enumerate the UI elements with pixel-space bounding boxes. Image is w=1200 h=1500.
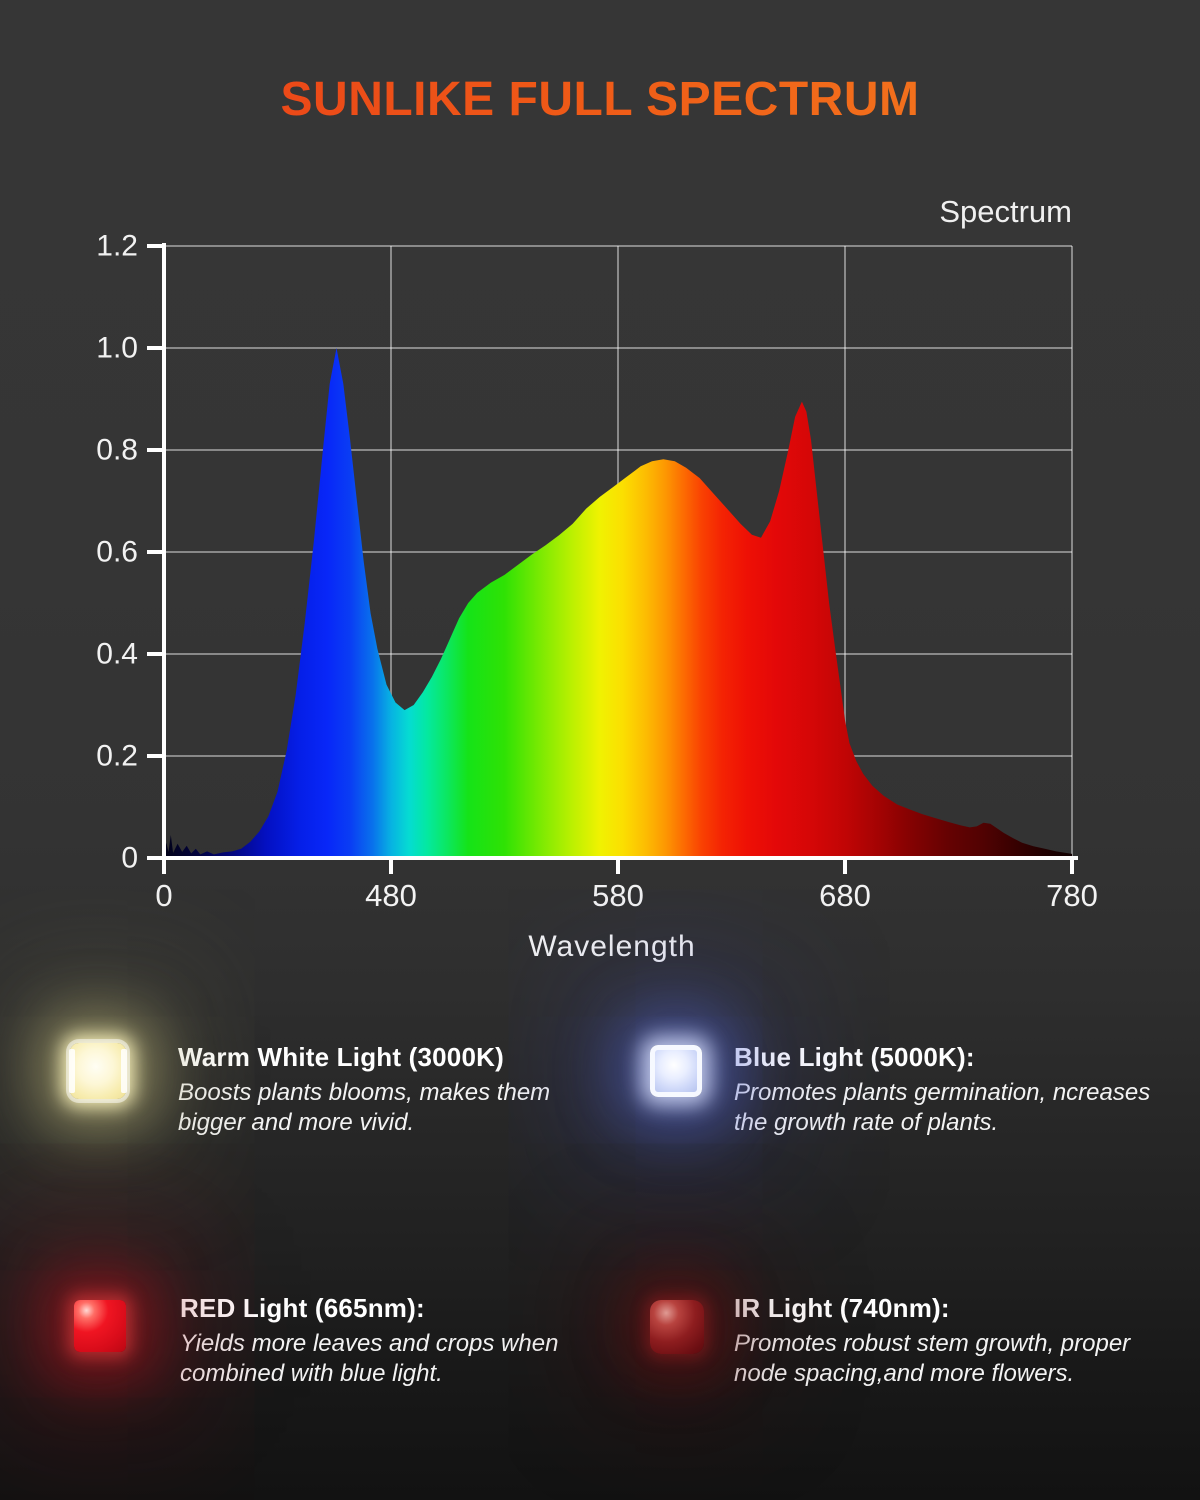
- y-tick-label: 0.8: [96, 434, 138, 467]
- ir-led-icon: [650, 1300, 704, 1354]
- warm-white-led-icon: [69, 1043, 127, 1099]
- legend-item-title: IR Light (740nm):: [734, 1293, 950, 1323]
- y-tick-label: 0.4: [96, 638, 138, 671]
- series-label: Spectrum: [939, 194, 1072, 229]
- y-tick-label: 1.0: [96, 332, 138, 365]
- legend-item-red-light: RED Light (665nm): Yields more leaves an…: [72, 1292, 660, 1389]
- legend-item-description: Boosts plants blooms, makes them bigger …: [178, 1078, 551, 1136]
- x-tick-label: 580: [592, 878, 644, 913]
- legend-item-title: Blue Light (5000K):: [734, 1042, 975, 1072]
- legend-item-description: Promotes plants germination, ncreases th…: [734, 1078, 1151, 1136]
- legend-item-warm-white: Warm White Light (3000K) Boosts plants b…: [69, 1041, 658, 1138]
- legend-item-description: Promotes robust stem growth, proper node…: [734, 1329, 1131, 1387]
- legend-item-title: RED Light (665nm):: [180, 1293, 425, 1323]
- legend-item-title: Warm White Light (3000K): [178, 1042, 504, 1072]
- chart-labels: 0 0.2 0.4 0.6 0.8 1.0 1.2 0 480 580 680 780 Waveleng…: [96, 194, 1098, 963]
- x-tick-label: 680: [819, 878, 871, 913]
- blue-led-icon: [650, 1045, 702, 1097]
- y-tick-label: 0: [121, 842, 138, 875]
- axes: [147, 243, 1078, 874]
- red-led-icon: [74, 1300, 126, 1352]
- x-tick-label: 480: [365, 878, 417, 913]
- x-axis-label: Wavelength: [528, 930, 695, 963]
- legend-item-description: Yields more leaves and crops when combin…: [180, 1329, 559, 1387]
- legend-item-ir-light: IR Light (740nm): Promotes robust stem g…: [648, 1292, 1200, 1389]
- spectrum-chart: 0 0.2 0.4 0.6 0.8 1.0 1.2 0 480 580 680 780 Waveleng…: [96, 194, 1098, 963]
- x-tick-label: 0: [155, 878, 172, 913]
- x-tick-label: 780: [1046, 878, 1098, 913]
- y-tick-label: 1.2: [96, 230, 138, 263]
- legend-item-blue-light: Blue Light (5000K): Promotes plants germ…: [648, 1041, 1200, 1138]
- page-title: SUNLIKE FULL SPECTRUM: [0, 73, 1200, 127]
- y-tick-label: 0.6: [96, 536, 138, 569]
- spectrum-area: [164, 348, 1072, 858]
- y-tick-label: 0.2: [96, 740, 138, 773]
